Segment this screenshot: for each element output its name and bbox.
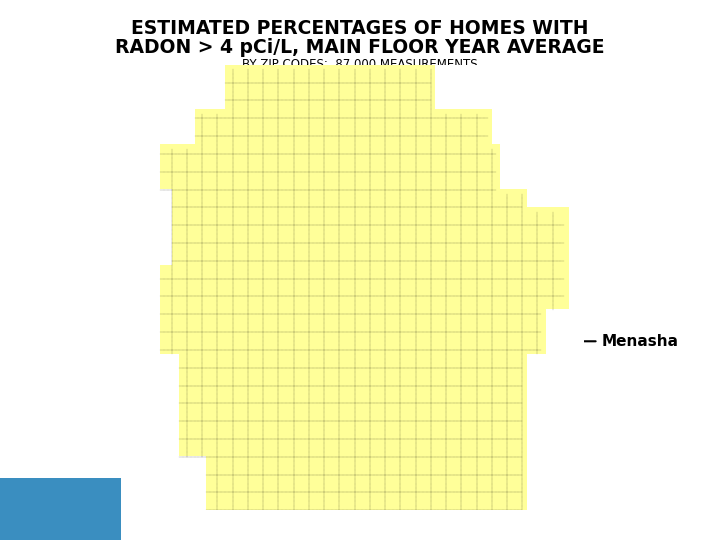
Text: < 4 MSMTS.: < 4 MSMTS. — [171, 432, 251, 445]
Text: RADON > 4 pCi/L, MAIN FLOOR YEAR AVERAGE: RADON > 4 pCi/L, MAIN FLOOR YEAR AVERAGE — [115, 38, 605, 57]
Text: Menasha: Menasha — [491, 334, 678, 349]
Bar — [140, 404, 162, 421]
Text: 1 – 10%: 1 – 10% — [171, 354, 222, 367]
Text: 10 – 20%: 10 – 20% — [171, 380, 230, 393]
Text: > 20%: > 20% — [171, 406, 213, 419]
Bar — [140, 379, 162, 395]
Text: % > 4 pCi/L: % > 4 pCi/L — [140, 288, 225, 301]
Bar — [140, 327, 162, 343]
Text: BY ZIP CODES;  87,000 MEASUREMENTS: BY ZIP CODES; 87,000 MEASUREMENTS — [242, 58, 478, 71]
Text: ESTIMATED PERCENTAGES OF HOMES WITH: ESTIMATED PERCENTAGES OF HOMES WITH — [131, 19, 589, 38]
Bar — [0, 478, 121, 540]
Bar — [140, 430, 162, 447]
Text: 0 – 1%: 0 – 1% — [171, 328, 214, 341]
Bar — [140, 353, 162, 369]
